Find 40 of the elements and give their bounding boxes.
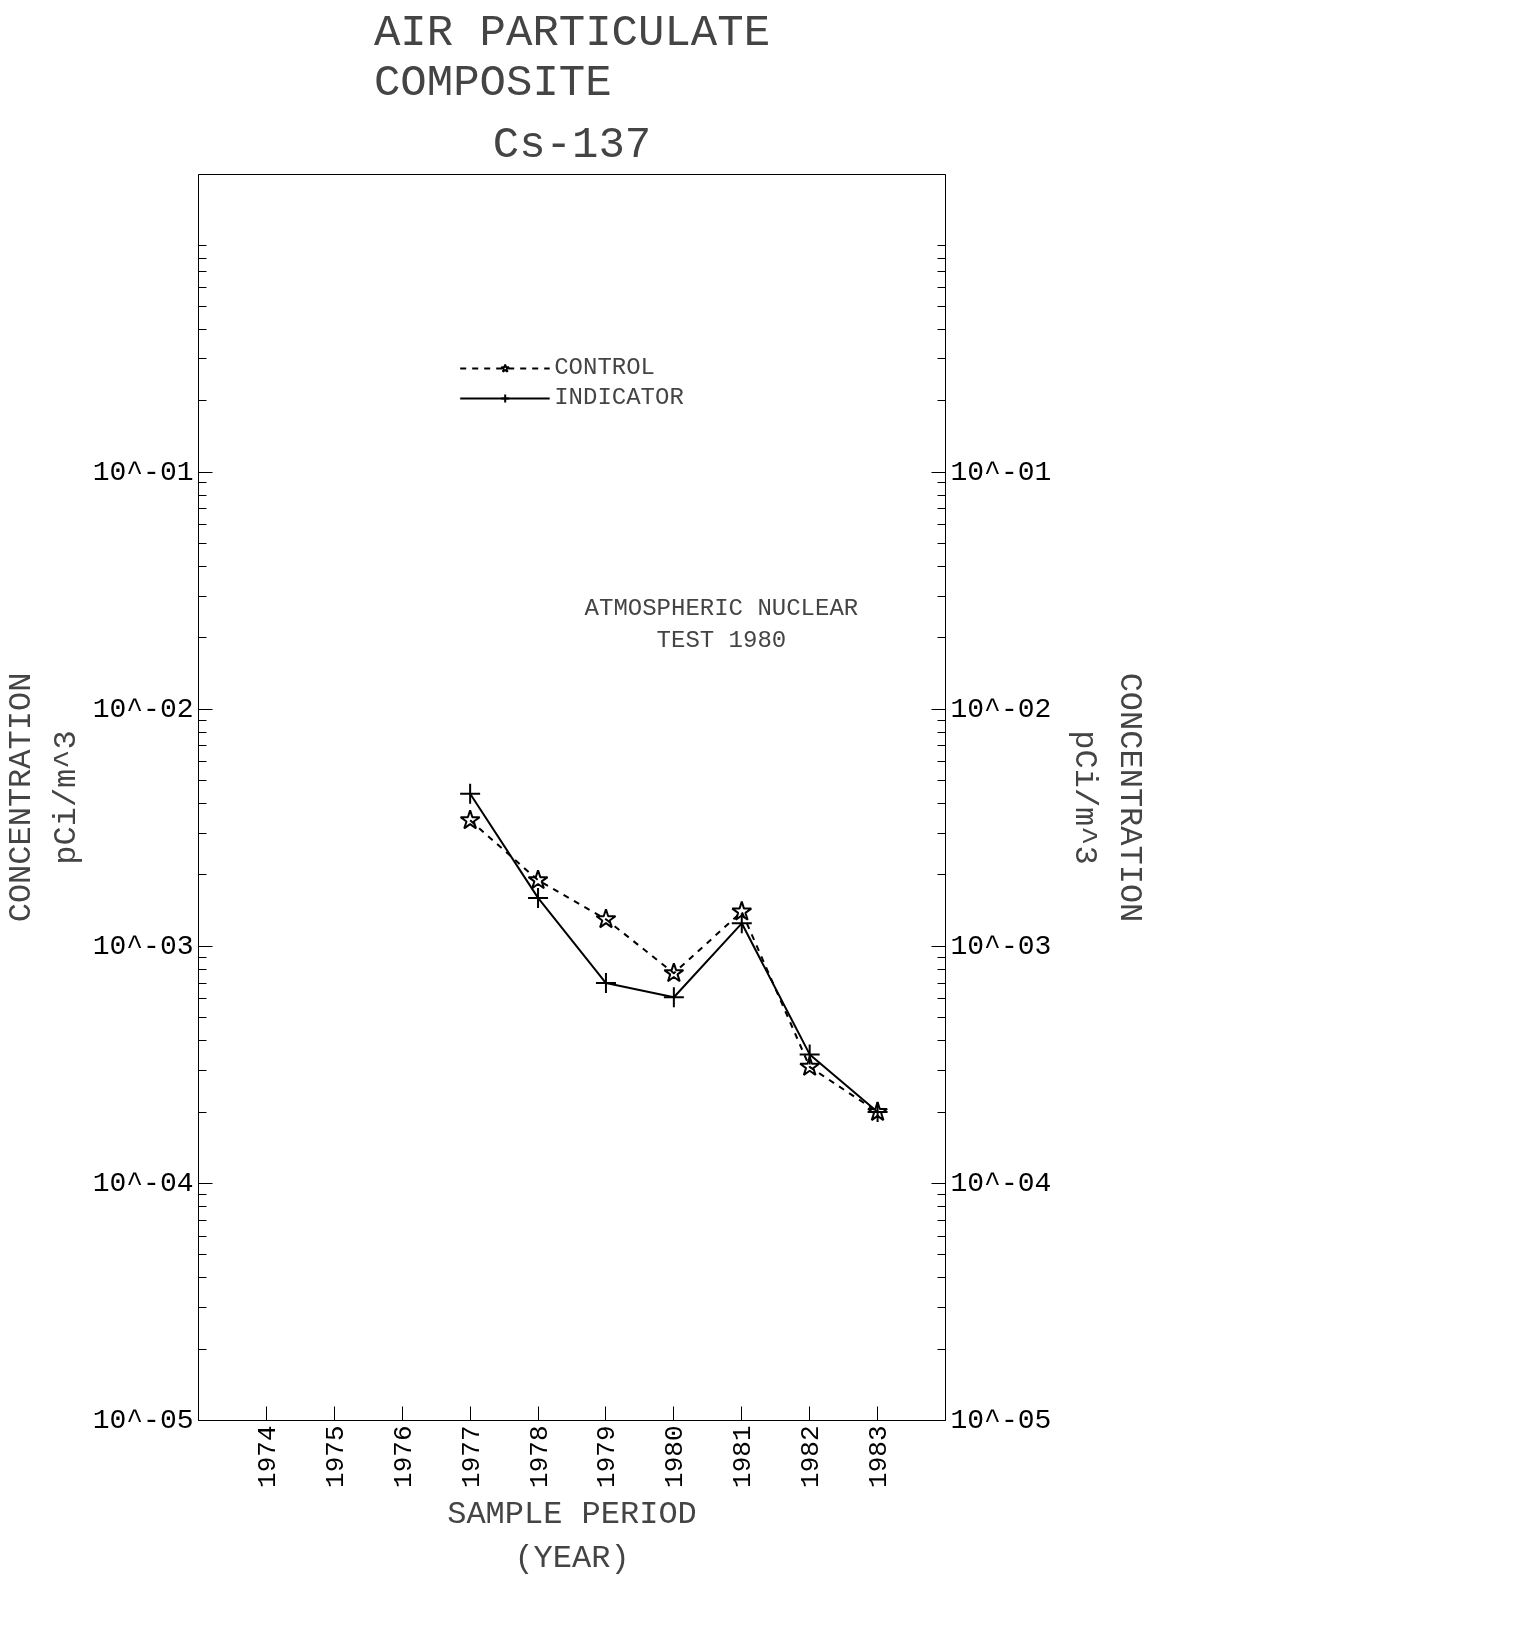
legend-label: CONTROL (554, 354, 656, 381)
x-tick-label: 1978 (524, 1425, 555, 1488)
text: CONCENTRATION pCi/m^3 (1066, 672, 1148, 923)
point (730, 912, 753, 935)
legend-label: INDICATOR (554, 384, 684, 411)
y-axis-title: CONCENTRATION pCi/m^3 (3, 672, 85, 923)
text: 10^-04 (950, 1167, 1052, 1199)
x-axis-title: SAMPLE PERIOD (YEAR) (447, 1495, 697, 1578)
x-tick-label: 1976 (388, 1425, 419, 1488)
point (799, 1055, 821, 1076)
y-tick-label: 10^-05 (92, 1405, 194, 1436)
point (798, 1043, 821, 1066)
x-tick-label: 1983 (864, 1425, 895, 1488)
x-tick-label: 1975 (320, 1425, 351, 1488)
point (731, 900, 753, 921)
x-tick-label: 1977 (456, 1425, 487, 1488)
text: 10^-01 (950, 456, 1052, 488)
point (595, 908, 617, 929)
point (459, 782, 482, 805)
x-tick-label: 1979 (592, 1425, 623, 1488)
y-tick-label: 10^-02 (92, 693, 194, 725)
y-tick-label: 10^-04 (92, 1167, 194, 1199)
x-tick-label: 1981 (728, 1425, 759, 1488)
chart-subtitle: Cs-137 (492, 119, 652, 170)
point (527, 869, 549, 890)
point (527, 886, 550, 909)
text: 10^-05 (950, 1405, 1052, 1436)
y-tick-label: 10^-03 (92, 930, 194, 962)
text: 10^-02 (950, 693, 1052, 725)
text: 10^-03 (950, 930, 1052, 962)
point (594, 972, 617, 995)
chart-title: AIR PARTICULATE COMPOSITE (373, 7, 771, 108)
x-tick-label: 1974 (252, 1425, 283, 1488)
x-tick-label: 1982 (796, 1425, 827, 1488)
annotation: ATMOSPHERIC NUCLEAR TEST 1980 (584, 595, 859, 655)
x-tick-label: 1980 (660, 1425, 691, 1488)
point (662, 986, 685, 1009)
point (459, 809, 481, 830)
point (663, 962, 685, 983)
y-tick-label: 10^-01 (92, 456, 194, 488)
